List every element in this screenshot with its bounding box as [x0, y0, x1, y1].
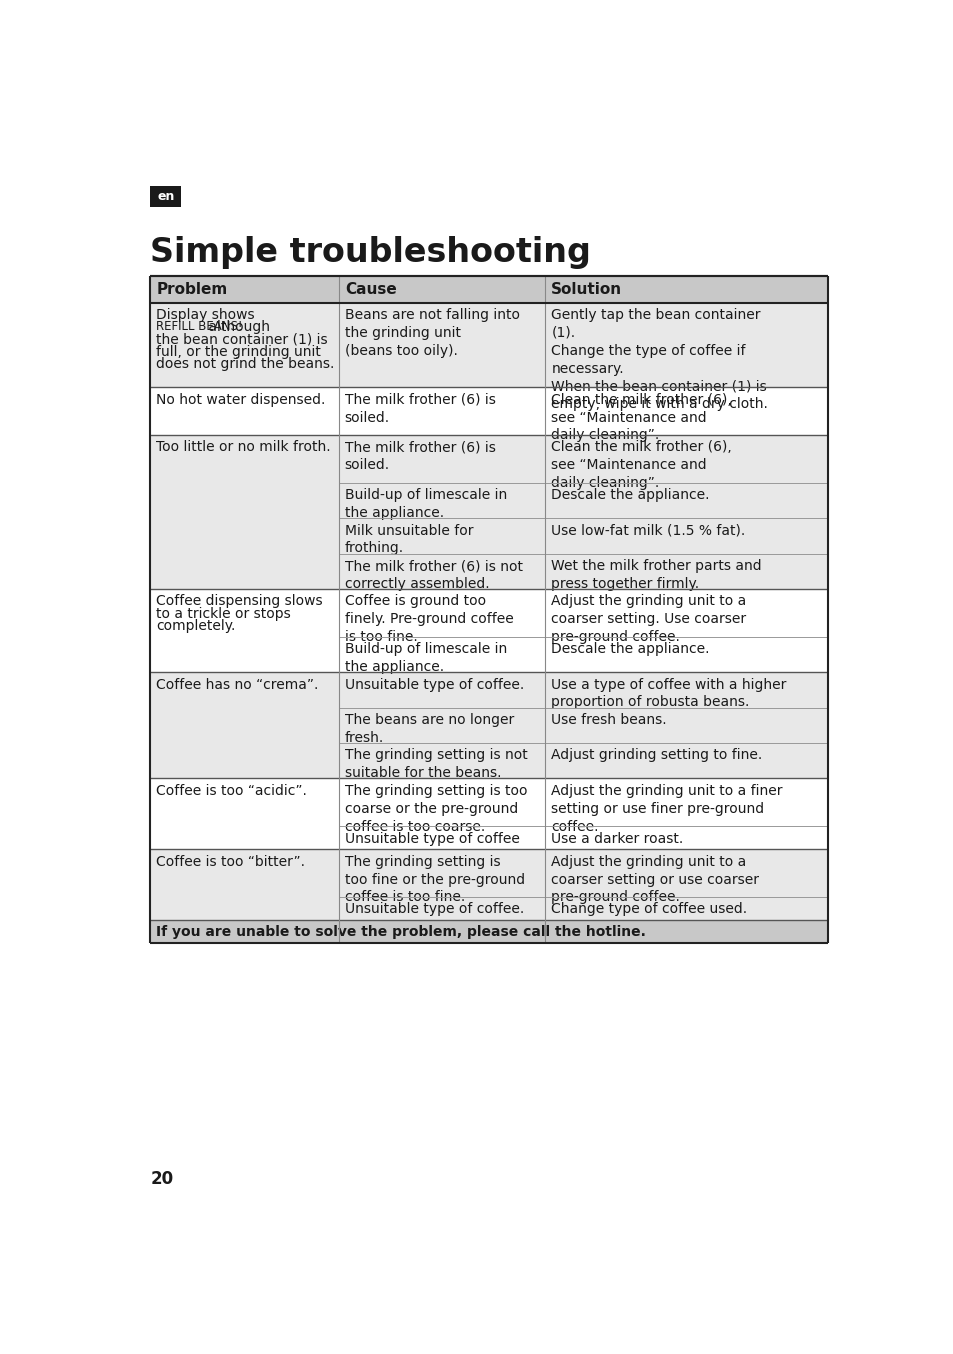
Bar [544, 636, 827, 672]
Text: Cause: Cause [344, 282, 396, 297]
Text: The milk frother (6) is
soiled.: The milk frother (6) is soiled. [344, 440, 496, 473]
Text: Coffee is too “bitter”.: Coffee is too “bitter”. [156, 854, 305, 869]
Text: Coffee is too “acidic”.: Coffee is too “acidic”. [156, 784, 307, 798]
Bar [544, 519, 827, 554]
Bar [544, 708, 827, 743]
Text: Adjust the grinding unit to a finer
setting or use finer pre-ground
coffee.: Adjust the grinding unit to a finer sett… [551, 784, 782, 834]
Bar [544, 743, 827, 779]
Bar [338, 435, 544, 483]
Text: The grinding setting is not
suitable for the beans.: The grinding setting is not suitable for… [344, 749, 527, 780]
Text: Unsuitable type of coffee.: Unsuitable type of coffee. [344, 903, 523, 917]
Bar [150, 672, 338, 779]
Text: Coffee dispensing slows: Coffee dispensing slows [156, 594, 323, 608]
Text: although: although [203, 321, 270, 334]
Bar [544, 483, 827, 519]
Text: to a trickle or stops: to a trickle or stops [156, 607, 291, 620]
Text: Use a type of coffee with a higher
proportion of robusta beans.: Use a type of coffee with a higher propo… [551, 677, 786, 709]
Text: Simple troubleshooting: Simple troubleshooting [150, 236, 591, 268]
Bar [338, 779, 544, 826]
Bar [338, 708, 544, 743]
Text: Adjust the grinding unit to a
coarser setting. Use coarser
pre-ground coffee.: Adjust the grinding unit to a coarser se… [551, 594, 746, 645]
Bar [544, 826, 827, 849]
Text: Build-up of limescale in
the appliance.: Build-up of limescale in the appliance. [344, 489, 506, 520]
Text: Unsuitable type of coffee: Unsuitable type of coffee [344, 831, 519, 846]
Text: The grinding setting is too
coarse or the pre-ground
coffee is too coarse.: The grinding setting is too coarse or th… [344, 784, 527, 834]
Bar [338, 519, 544, 554]
Bar [338, 826, 544, 849]
Bar [544, 554, 827, 589]
Bar [544, 898, 827, 921]
Text: Descale the appliance.: Descale the appliance. [551, 642, 709, 657]
Text: No hot water dispensed.: No hot water dispensed. [156, 393, 326, 406]
Bar [544, 849, 827, 898]
Text: If you are unable to solve the problem, please call the hotline.: If you are unable to solve the problem, … [156, 925, 645, 938]
Text: Milk unsuitable for
frothing.: Milk unsuitable for frothing. [344, 524, 473, 555]
Bar [150, 849, 338, 921]
Text: The milk frother (6) is not
correctly assembled.: The milk frother (6) is not correctly as… [344, 559, 522, 590]
Bar [338, 898, 544, 921]
Bar [544, 435, 827, 483]
Text: The beans are no longer
fresh.: The beans are no longer fresh. [344, 714, 514, 745]
Bar [544, 303, 827, 387]
Text: Build-up of limescale in
the appliance.: Build-up of limescale in the appliance. [344, 642, 506, 674]
Text: The grinding setting is
too fine or the pre-ground
coffee is too fine.: The grinding setting is too fine or the … [344, 854, 524, 904]
Text: The milk frother (6) is
soiled.: The milk frother (6) is soiled. [344, 393, 496, 425]
Text: Clean the milk frother (6),
see “Maintenance and
daily cleaning”.: Clean the milk frother (6), see “Mainten… [551, 440, 731, 490]
Bar [338, 589, 544, 636]
Bar [338, 303, 544, 387]
Text: Use fresh beans.: Use fresh beans. [551, 714, 666, 727]
Text: Adjust the grinding unit to a
coarser setting or use coarser
pre-ground coffee.: Adjust the grinding unit to a coarser se… [551, 854, 759, 904]
Text: completely.: completely. [156, 619, 235, 634]
Bar [150, 779, 338, 849]
Text: Gently tap the bean container
(1).
Change the type of coffee if
necessary.
When : Gently tap the bean container (1). Chang… [551, 307, 767, 412]
Text: Use a darker roast.: Use a darker roast. [551, 831, 683, 846]
Bar [338, 743, 544, 779]
Text: REFILL BEANS!: REFILL BEANS! [156, 321, 243, 333]
Text: Descale the appliance.: Descale the appliance. [551, 489, 709, 502]
Text: Beans are not falling into
the grinding unit
(beans too oily).: Beans are not falling into the grinding … [344, 307, 519, 357]
Text: Solution: Solution [551, 282, 621, 297]
Text: Too little or no milk froth.: Too little or no milk froth. [156, 440, 331, 455]
Text: Unsuitable type of coffee.: Unsuitable type of coffee. [344, 677, 523, 692]
Text: Problem: Problem [156, 282, 228, 297]
Bar [150, 276, 827, 303]
Bar [544, 672, 827, 708]
Text: Adjust grinding setting to fine.: Adjust grinding setting to fine. [551, 749, 761, 762]
Text: Use low-fat milk (1.5 % fat).: Use low-fat milk (1.5 % fat). [551, 524, 745, 538]
Bar [544, 387, 827, 435]
Bar [150, 921, 827, 944]
Bar [544, 589, 827, 636]
Text: Coffee has no “crema”.: Coffee has no “crema”. [156, 677, 318, 692]
Text: Display shows: Display shows [156, 307, 254, 322]
Bar [150, 185, 181, 207]
Bar [150, 387, 338, 435]
Text: Wet the milk frother parts and
press together firmly.: Wet the milk frother parts and press tog… [551, 559, 761, 590]
Bar [338, 849, 544, 898]
Bar [150, 435, 338, 589]
Bar [338, 636, 544, 672]
Bar [338, 672, 544, 708]
Bar [338, 483, 544, 519]
Bar [544, 779, 827, 826]
Text: does not grind the beans.: does not grind the beans. [156, 357, 335, 371]
Bar [338, 387, 544, 435]
Text: Coffee is ground too
finely. Pre-ground coffee
is too fine.: Coffee is ground too finely. Pre-ground … [344, 594, 513, 645]
Text: the bean container (1) is: the bean container (1) is [156, 333, 328, 347]
Text: 20: 20 [150, 1170, 173, 1187]
Bar [338, 554, 544, 589]
Text: full, or the grinding unit: full, or the grinding unit [156, 345, 321, 359]
Text: Clean the milk frother (6),
see “Maintenance and
daily cleaning”.: Clean the milk frother (6), see “Mainten… [551, 393, 731, 443]
Bar [150, 303, 338, 387]
Text: en: en [157, 190, 174, 203]
Bar [150, 589, 338, 672]
Text: Change type of coffee used.: Change type of coffee used. [551, 903, 747, 917]
